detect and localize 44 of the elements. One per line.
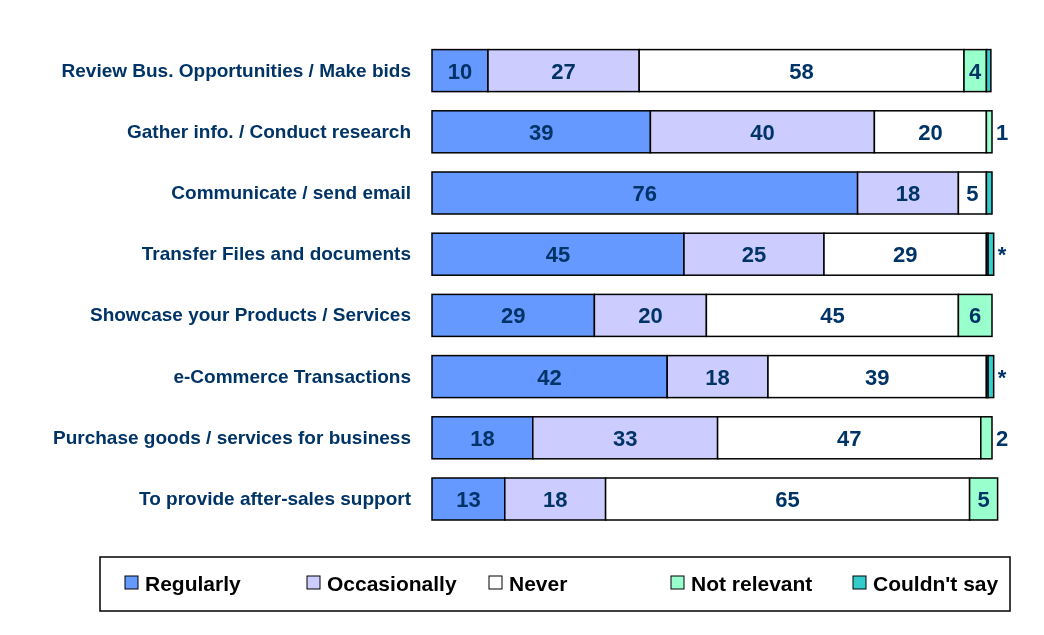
data-label: 18 [470, 425, 495, 451]
data-label: 20 [638, 303, 663, 329]
data-label: 2 [996, 425, 1009, 451]
y-tick-label: Review Bus. Opportunities / Make bids [61, 59, 411, 81]
legend-label: Never [509, 572, 568, 595]
legend-label: Not relevant [691, 572, 813, 595]
data-label: 33 [612, 425, 638, 451]
data-label: 6 [969, 303, 982, 329]
data-label: 5 [966, 181, 979, 206]
data-label: 39 [864, 364, 890, 390]
data-label: 47 [836, 425, 862, 451]
data-label: 27 [551, 58, 576, 84]
data-label: 76 [632, 181, 658, 206]
y-tick-label: Showcase your Products / Services [89, 304, 411, 326]
data-label: 4 [969, 58, 983, 84]
data-label: 29 [500, 303, 526, 329]
data-label: 40 [750, 119, 775, 145]
y-tick-label: To provide after-sales support [138, 488, 412, 509]
data-label: 20 [918, 119, 943, 145]
y-tick-label: Gather info. / Conduct research [127, 120, 411, 142]
y-tick-label: Transfer Files and documents [141, 243, 411, 265]
y-tick-label: e-Commerce Transactions [173, 365, 411, 387]
data-label: 18 [895, 181, 921, 206]
data-label: 25 [741, 242, 767, 268]
y-tick-label: Purchase goods / services for business [53, 426, 411, 448]
legend-label: Couldn't say [873, 572, 999, 595]
data-label: 45 [545, 242, 571, 268]
data-label: 42 [537, 364, 562, 390]
data-label: 13 [456, 487, 481, 512]
data-label: 39 [528, 119, 554, 145]
data-label: 5 [977, 487, 990, 512]
y-tick-label: Communicate / send email [171, 182, 411, 203]
data-label: 18 [542, 487, 568, 512]
data-label: 45 [820, 303, 845, 329]
legend-label: Regularly [145, 572, 242, 595]
data-label: 1 [996, 119, 1009, 145]
data-label: 65 [775, 487, 800, 512]
data-label: 18 [705, 364, 730, 390]
data-label: * [997, 364, 1007, 390]
legend-label: Occasionally [327, 572, 457, 595]
data-label: * [997, 242, 1007, 268]
data-label: 29 [892, 242, 918, 268]
data-label: 58 [789, 58, 814, 84]
data-label: 10 [447, 58, 473, 84]
